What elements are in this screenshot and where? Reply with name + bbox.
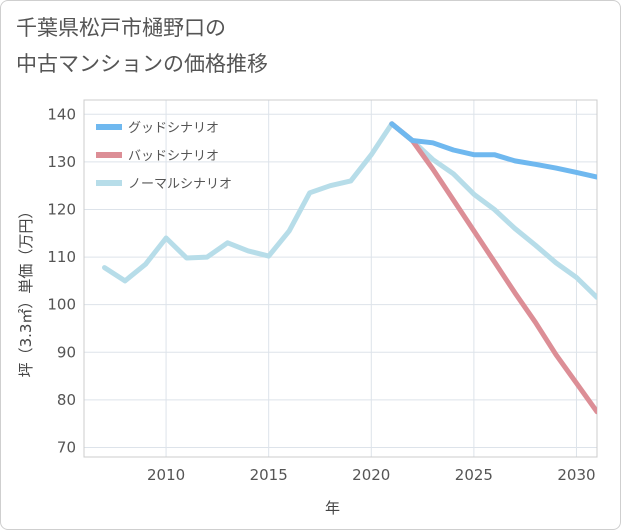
bad-scenario-line: [389, 121, 597, 415]
x-tick-label: 2030: [557, 466, 595, 484]
y-tick-label: 80: [57, 391, 76, 409]
y-tick-label: 70: [57, 438, 76, 456]
y-tick-label: 110: [47, 248, 76, 266]
x-tick-label: 2020: [352, 466, 390, 484]
plot-border: [83, 99, 598, 458]
good-scenario-line: [389, 121, 597, 180]
legend-good-scenario-label: グッドシナリオ: [128, 121, 219, 136]
y-axis-title: 坪（3.3㎡）単価（万円）: [17, 204, 35, 378]
x-tick-label: 2010: [147, 466, 185, 484]
y-tick-label: 90: [57, 343, 76, 361]
normal-scenario-line: [102, 121, 597, 300]
x-tick-label: 2025: [455, 466, 493, 484]
y-tick-label: 140: [47, 105, 76, 123]
chart-title: 千葉県松戸市樋野口の 中古マンションの価格推移: [16, 16, 268, 76]
y-tick-label: 130: [47, 153, 76, 171]
y-tick-label: 100: [47, 296, 76, 314]
legend-normal-scenario-label: ノーマルシナリオ: [128, 177, 232, 192]
x-tick-label: 2015: [250, 466, 288, 484]
x-axis-title: 年: [325, 499, 340, 517]
y-tick-label: 120: [47, 200, 76, 218]
legend-bad-scenario-label: バッドシナリオ: [128, 149, 219, 164]
